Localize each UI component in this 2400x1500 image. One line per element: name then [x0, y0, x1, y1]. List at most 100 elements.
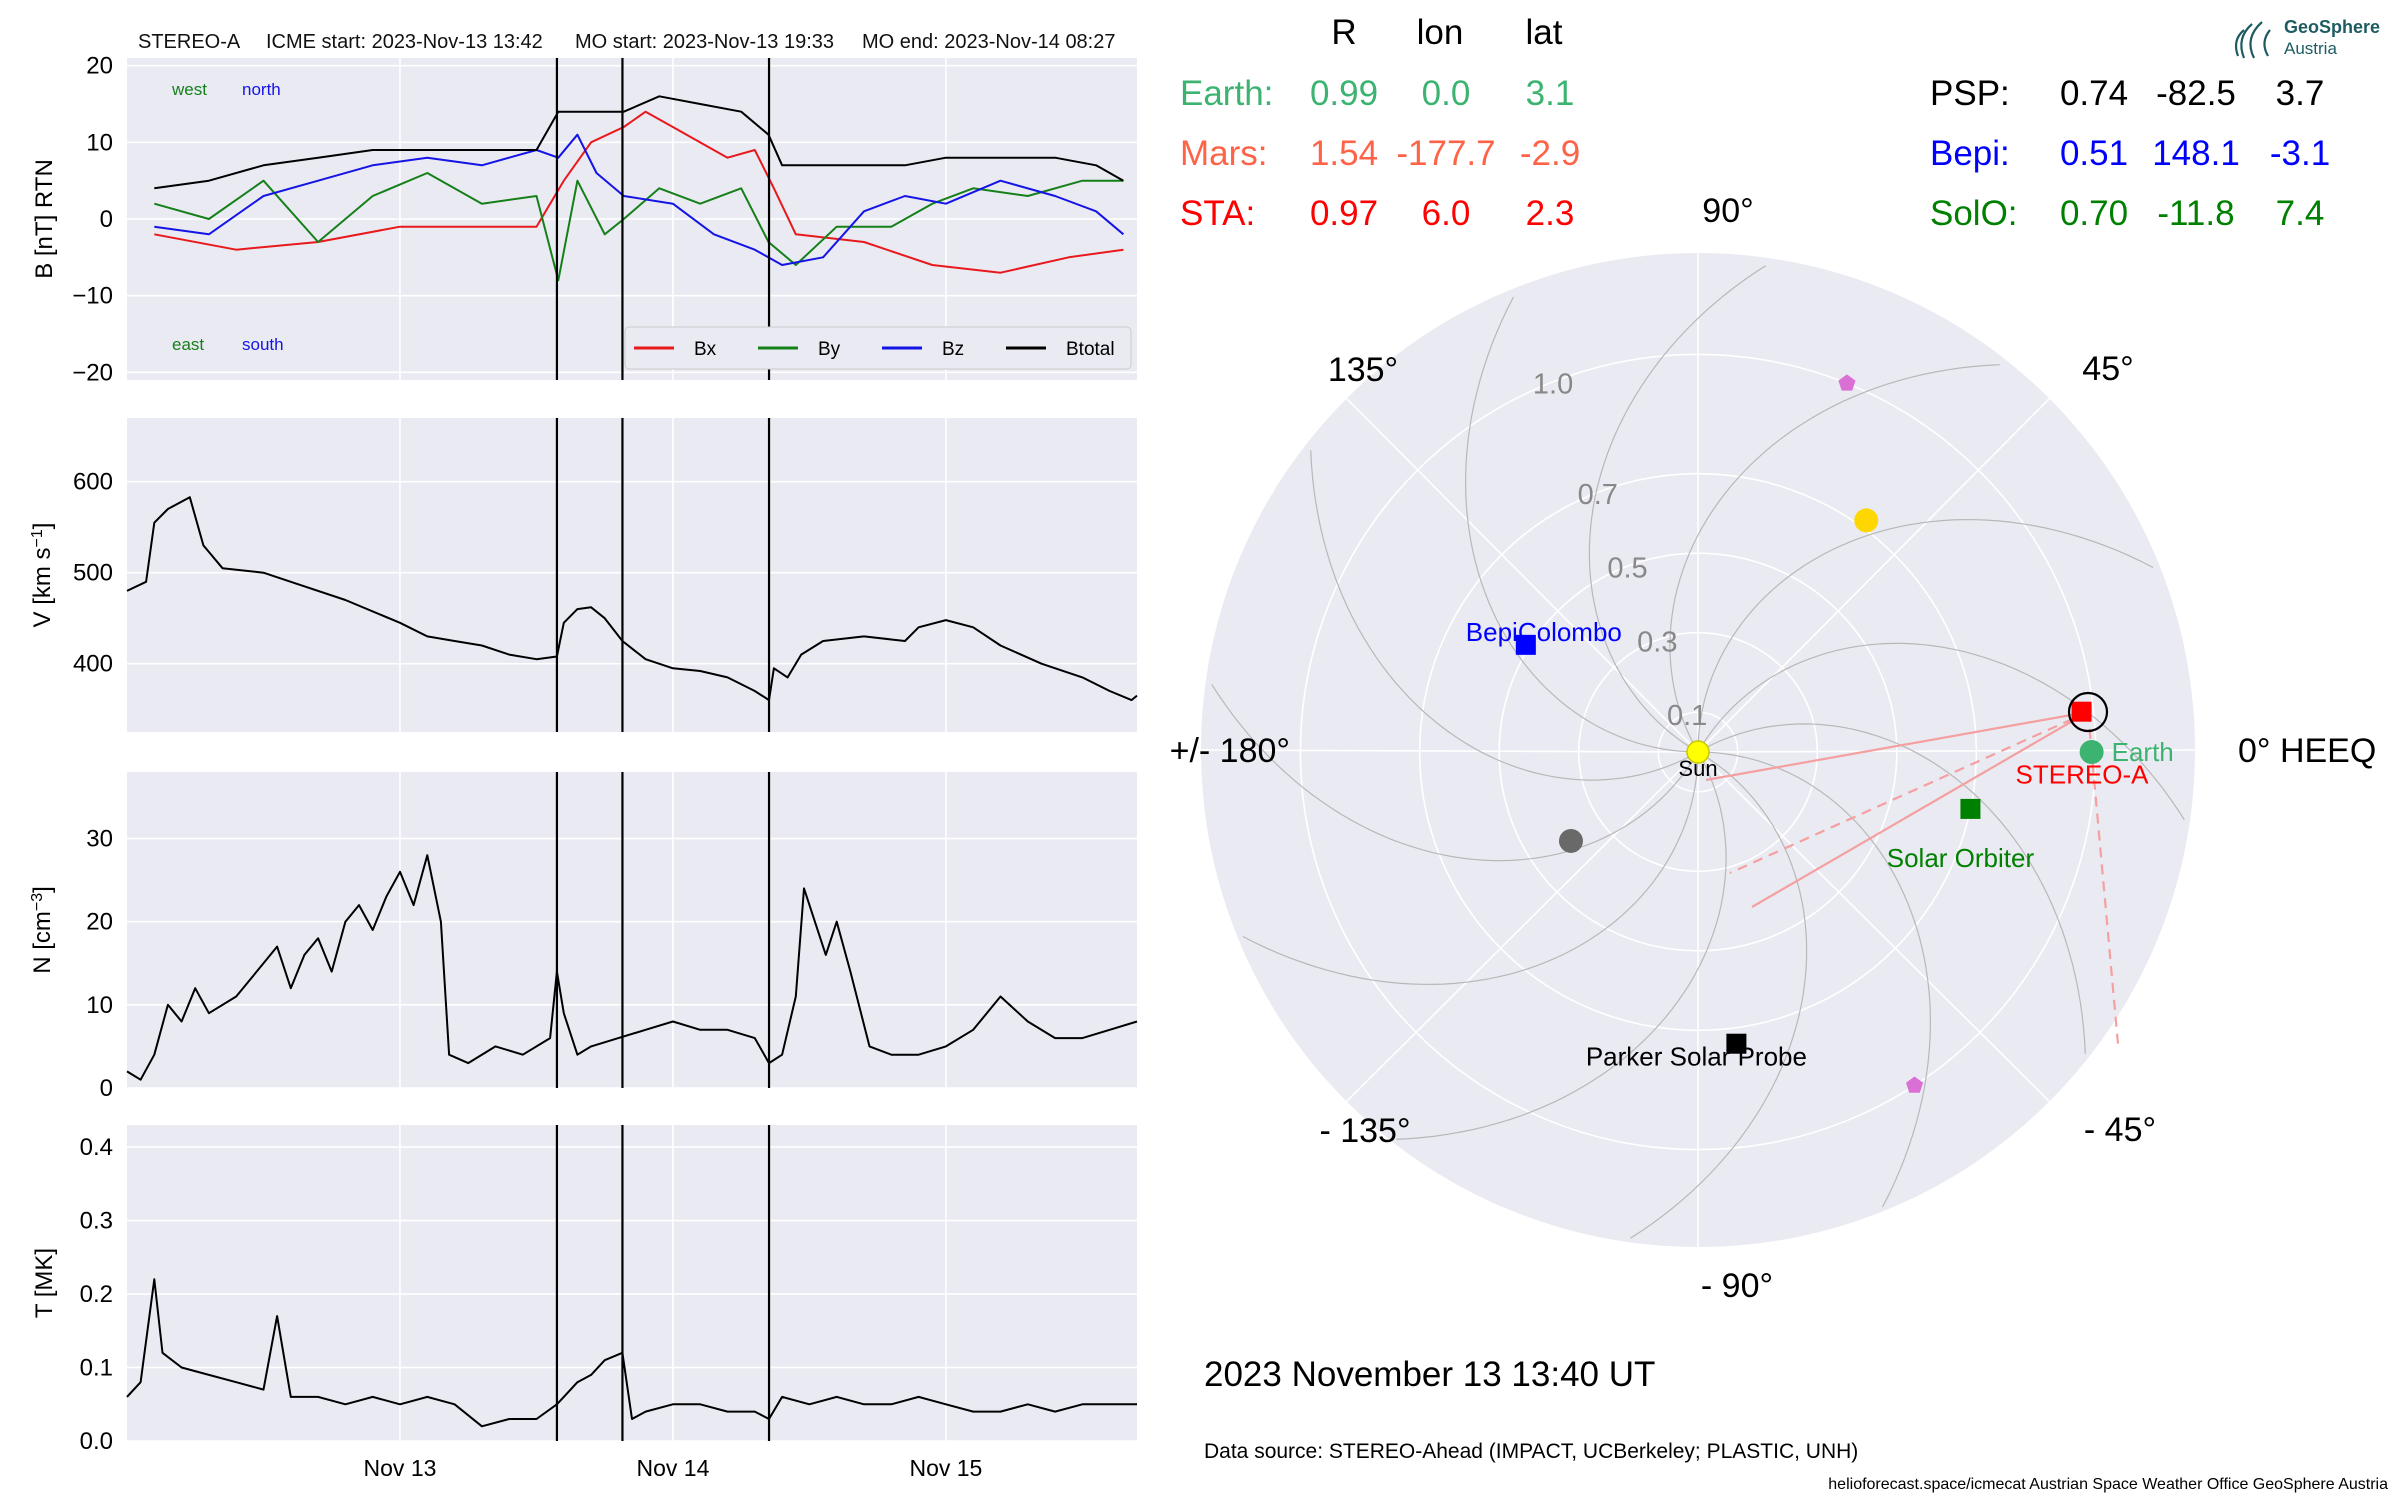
parker-spiral-line	[1464, 296, 1699, 753]
body-earth	[2079, 740, 2104, 764]
y-tick-label: −20	[72, 359, 113, 386]
angle-label-minus45: - 45°	[2084, 1111, 2156, 1149]
table-cell-lon: 6.0	[1422, 194, 1471, 233]
panel-n-background	[127, 772, 1137, 1088]
table-left-rows: Earth: 0.99 0.0 3.1 Mars: 1.54 -177.7 -2.9 STA: 0…	[1180, 74, 1580, 233]
stereo-a-field-of-view-lines	[1705, 710, 2120, 1045]
y-tick-label: 0	[100, 1075, 113, 1102]
panel-v-ylabel: V [km s−1]	[29, 523, 57, 628]
table-header-lat: lat	[1526, 13, 1563, 52]
panel-n-ylabel: N [cm−3]	[29, 886, 57, 974]
table-cell-name: SolO:	[1930, 194, 2018, 233]
table-cell-name: Earth:	[1180, 74, 1273, 113]
annotation-east: east	[172, 335, 204, 354]
legend-bx-label: Bx	[694, 339, 717, 360]
logo-line2: Austria	[2284, 39, 2337, 58]
legend-bz-label: Bz	[942, 339, 964, 360]
table-cell-r: 0.74	[2060, 74, 2128, 113]
series-line-btotal	[154, 95, 1124, 190]
table-cell-lat: 7.4	[2276, 194, 2325, 233]
panel-t-background	[127, 1125, 1137, 1441]
y-tick-label: 0.2	[80, 1281, 113, 1308]
angular-grid-line	[1697, 751, 2050, 1102]
parker-spiral-line	[1697, 642, 2185, 821]
y-tick-label: −10	[72, 283, 113, 310]
body-planet-1	[1838, 374, 1856, 391]
angle-label-0: 0° HEEQ	[2238, 732, 2376, 770]
panel-temperature: 0.4 0.3 0.2 0.1 0.0 Nov 13 Nov 14 Nov 15 T [MK…	[31, 1125, 1137, 1481]
panel-v-background	[127, 418, 1137, 732]
fov-line-2	[1751, 711, 2089, 908]
body-sun-label: Sun	[1678, 756, 1717, 781]
header-icme-start: ICME start: 2023-Nov-13 13:42	[266, 31, 543, 53]
angular-grid-line	[1697, 749, 2196, 753]
logo-mark-icon	[2234, 21, 2271, 59]
angle-label-135: 135°	[1328, 351, 1398, 389]
body-sun	[1686, 740, 1710, 764]
body-parker-solar-probe	[1726, 1033, 1747, 1054]
fov-line-1	[1705, 710, 2089, 782]
annotation-south: south	[242, 335, 284, 354]
legend-by-label: By	[818, 339, 841, 360]
body-bepicolombo	[1515, 634, 1536, 655]
parker-spiral-line	[1396, 751, 1727, 1140]
panel-b-event-lines	[555, 58, 771, 380]
table-cell-lat: -2.9	[1520, 134, 1580, 173]
table-cell-lon: -82.5	[2156, 74, 2236, 113]
geosphere-logo: GeoSphere Austria	[2234, 17, 2380, 59]
parker-spiral-line	[1588, 265, 1767, 753]
parker-spiral-line	[1697, 518, 2154, 753]
y-tick-label: 30	[86, 826, 113, 853]
panel-n-y-ticks: 30 20 10 0	[86, 826, 113, 1102]
x-tick-label: Nov 13	[364, 1455, 437, 1481]
radial-tick-label: 0.5	[1607, 553, 1647, 585]
y-tick-label: 600	[73, 469, 113, 496]
body-planet-2	[1906, 1076, 1924, 1093]
table-cell-lat: 3.1	[1526, 74, 1575, 113]
polar-angle-labels: 90° 45° 0° HEEQ - 45° - 90° - 135° +/- 1…	[1170, 192, 2377, 1305]
series-line-bz	[154, 133, 1125, 266]
table-cell-lon: -177.7	[1396, 134, 1495, 173]
y-tick-label: 20	[86, 909, 113, 936]
panel-t-y-ticks: 0.4 0.3 0.2 0.1 0.0	[80, 1134, 113, 1455]
radial-tick-label: 0.3	[1637, 626, 1677, 658]
y-tick-label: 0.4	[80, 1134, 113, 1161]
body-solar-orbiter-label: Solar Orbiter	[1887, 843, 2035, 873]
header-mo-end: MO end: 2023-Nov-14 08:27	[862, 31, 1116, 53]
angle-label-90: 90°	[1702, 192, 1753, 230]
panel-b-ylabel: B [nT] RTN	[31, 159, 58, 279]
panel-b-y-grid	[127, 64, 1137, 374]
body-earth-label: Earth	[2112, 737, 2174, 767]
table-header-r: R	[1331, 13, 1356, 52]
panel-v-x-grid	[399, 418, 947, 732]
timestamp-label: 2023 November 13 13:40 UT	[1204, 1355, 1655, 1394]
stereo-a-highlight-ring	[2067, 691, 2109, 733]
body-venus	[1854, 508, 1879, 533]
parker-spiral-line	[1697, 723, 2086, 1054]
body-stereo-a	[2071, 701, 2092, 722]
panel-t-y-grid	[127, 1146, 1137, 1442]
header-spacecraft: STEREO-A	[138, 31, 241, 53]
body-stereo-a-label: STEREO-A	[2016, 760, 2150, 790]
fov-line-4	[2086, 711, 2120, 1045]
y-tick-label: 0	[100, 206, 113, 233]
body-mercury	[1558, 828, 1583, 853]
angle-label-45: 45°	[2082, 350, 2133, 388]
panel-n-event-lines	[555, 772, 771, 1088]
panel-n-x-grid	[399, 772, 947, 1088]
panel-density: 30 20 10 0 N [cm−3]	[29, 772, 1138, 1102]
panel-v-y-grid	[127, 480, 1137, 665]
panel-t-event-lines	[555, 1125, 771, 1441]
y-tick-label: 0.3	[80, 1208, 113, 1235]
table-cell-r: 0.51	[2060, 134, 2128, 173]
angular-grid-line	[1697, 398, 2050, 753]
data-source-label: Data source: STEREO-Ahead (IMPACT, UCBer…	[1204, 1440, 1858, 1463]
angular-grid-line	[1346, 398, 1699, 753]
positions-table: R lon lat Earth: 0.99 0.0 3.1 Mars: 1.54 -177.…	[1180, 13, 2330, 233]
parker-spiral-line	[1242, 751, 1699, 986]
table-cell-lon: 0.0	[1422, 74, 1471, 113]
logo-line1: GeoSphere	[2284, 17, 2380, 37]
panel-t-ylabel: T [MK]	[31, 1248, 58, 1318]
panel-t-series	[126, 1278, 1137, 1428]
